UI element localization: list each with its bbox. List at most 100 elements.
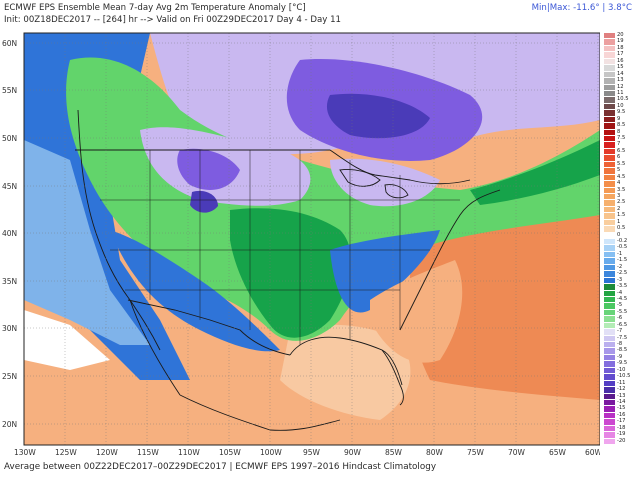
scale-label: -6.5 xyxy=(617,321,628,328)
scale-swatch xyxy=(604,406,615,413)
scale-entry: 8.5 xyxy=(604,122,640,130)
scale-entry: 19 xyxy=(604,38,640,46)
scale-label: 6 xyxy=(617,154,621,161)
pacific-white-zone xyxy=(24,310,110,370)
scale-entry: -1 xyxy=(604,250,640,259)
scale-entry: -15 xyxy=(604,405,640,413)
scale-swatch xyxy=(604,412,615,420)
scale-entry: 10.5 xyxy=(604,96,640,104)
min-max-readout: Min|Max: -11.6° | 3.8°C xyxy=(531,3,632,13)
scale-label: -17 xyxy=(617,418,626,425)
scale-entry: 2 xyxy=(604,205,640,214)
scale-entry: 20 xyxy=(604,32,640,40)
scale-label: -6 xyxy=(617,315,623,322)
scale-swatch xyxy=(604,71,615,79)
scale-swatch xyxy=(604,277,615,285)
scale-label: 2 xyxy=(617,205,621,212)
scale-label: -1 xyxy=(617,250,623,257)
scale-swatch xyxy=(604,200,615,207)
scale-label: 10 xyxy=(617,102,624,109)
scale-entry: 14 xyxy=(604,71,640,79)
pacific-coast xyxy=(77,109,161,351)
scale-swatch xyxy=(604,52,615,59)
scale-label: -9 xyxy=(617,353,623,360)
scale-label: 11 xyxy=(617,89,624,96)
footer-note: Average between 00Z22DEC2017–00Z29DEC201… xyxy=(4,462,437,472)
scale-entry: 2.5 xyxy=(604,199,640,207)
scale-swatch xyxy=(604,399,615,407)
us-canada-border xyxy=(75,149,471,185)
scale-entry: 13 xyxy=(604,77,640,85)
scale-label: -9.5 xyxy=(617,360,628,367)
scale-label: 12 xyxy=(617,83,624,90)
scale-label: -3.5 xyxy=(617,283,628,290)
lat-tick-35n: 35N xyxy=(2,277,17,286)
scale-entry: -7.5 xyxy=(604,334,640,342)
scale-entry: 7 xyxy=(604,141,640,149)
scale-entry: -18 xyxy=(604,425,640,433)
scale-swatch xyxy=(604,97,615,104)
scale-label: 9.5 xyxy=(617,109,626,116)
scale-label: -7.5 xyxy=(617,334,628,341)
lon-tick-115w: 115W xyxy=(137,448,159,457)
lon-tick-70w: 70W xyxy=(508,448,526,457)
scale-entry: -4 xyxy=(604,289,640,297)
scale-label: -4 xyxy=(617,289,623,296)
lon-tick-100w: 100W xyxy=(260,448,282,457)
scale-entry: -6.5 xyxy=(604,321,640,330)
scale-label: 2.5 xyxy=(617,199,626,206)
scale-swatch xyxy=(604,367,615,375)
scale-swatch xyxy=(604,103,615,111)
scale-entry: 12 xyxy=(604,83,640,91)
scale-label: 1 xyxy=(617,218,621,225)
southwest-blue xyxy=(110,230,280,352)
central-green-light xyxy=(66,57,600,341)
scale-entry: -20 xyxy=(604,437,640,445)
scale-entry: -2.5 xyxy=(604,270,640,278)
scale-entry: 0 xyxy=(604,232,640,239)
scale-label: -15 xyxy=(617,405,626,412)
scale-label: 13 xyxy=(617,77,624,84)
color-scale-legend: 20 19 18 17 16 15 14 13 12 11 10.5 10 9.5 9 8.5 8 7.5 7 6.… xyxy=(604,32,640,445)
lat-tick-50n: 50N xyxy=(2,134,17,143)
scale-swatch xyxy=(604,58,615,66)
scale-swatch xyxy=(604,271,615,278)
scale-entry: -2 xyxy=(604,264,640,272)
scale-entry: -4.5 xyxy=(604,296,640,304)
scale-label: -5 xyxy=(617,302,623,309)
scale-label: -13 xyxy=(617,392,626,399)
scale-entry: 4.5 xyxy=(604,173,640,182)
scale-swatch xyxy=(604,193,615,201)
scale-label: -16 xyxy=(617,411,626,418)
anomaly-map: 60N 55N 50N 45N 40N 35N 30N 25N 20N 130W… xyxy=(2,32,600,457)
scale-label: 19 xyxy=(617,38,624,45)
scale-label: -7 xyxy=(617,328,623,335)
scale-swatch xyxy=(604,155,615,162)
lon-tick-125w: 125W xyxy=(55,448,77,457)
lat-tick-40n: 40N xyxy=(2,229,17,238)
atlantic-coast xyxy=(399,189,501,331)
scale-swatch xyxy=(604,303,615,310)
wyoming-core xyxy=(190,190,218,213)
scale-swatch xyxy=(604,174,615,182)
scale-swatch xyxy=(604,258,615,265)
scale-swatch xyxy=(604,136,615,143)
scale-label: 9 xyxy=(617,115,621,122)
scale-entry: -8 xyxy=(604,341,640,349)
lon-tick-110w: 110W xyxy=(178,448,200,457)
scale-entry: -9.5 xyxy=(604,360,640,368)
scale-entry: 15 xyxy=(604,64,640,72)
scale-label: 4 xyxy=(617,180,621,187)
scale-label: 4.5 xyxy=(617,173,626,180)
scale-entry: 18 xyxy=(604,45,640,53)
scale-entry: 6 xyxy=(604,154,640,162)
lon-tick-120w: 120W xyxy=(96,448,118,457)
scale-swatch xyxy=(604,123,615,130)
scale-label: -20 xyxy=(617,437,626,444)
central-green-dark xyxy=(230,208,351,338)
scale-label: -8.5 xyxy=(617,347,628,354)
lon-tick-130w: 130W xyxy=(14,448,36,457)
scale-label: -10.5 xyxy=(617,373,631,380)
scale-swatch xyxy=(604,219,615,227)
scale-swatch xyxy=(604,361,615,368)
